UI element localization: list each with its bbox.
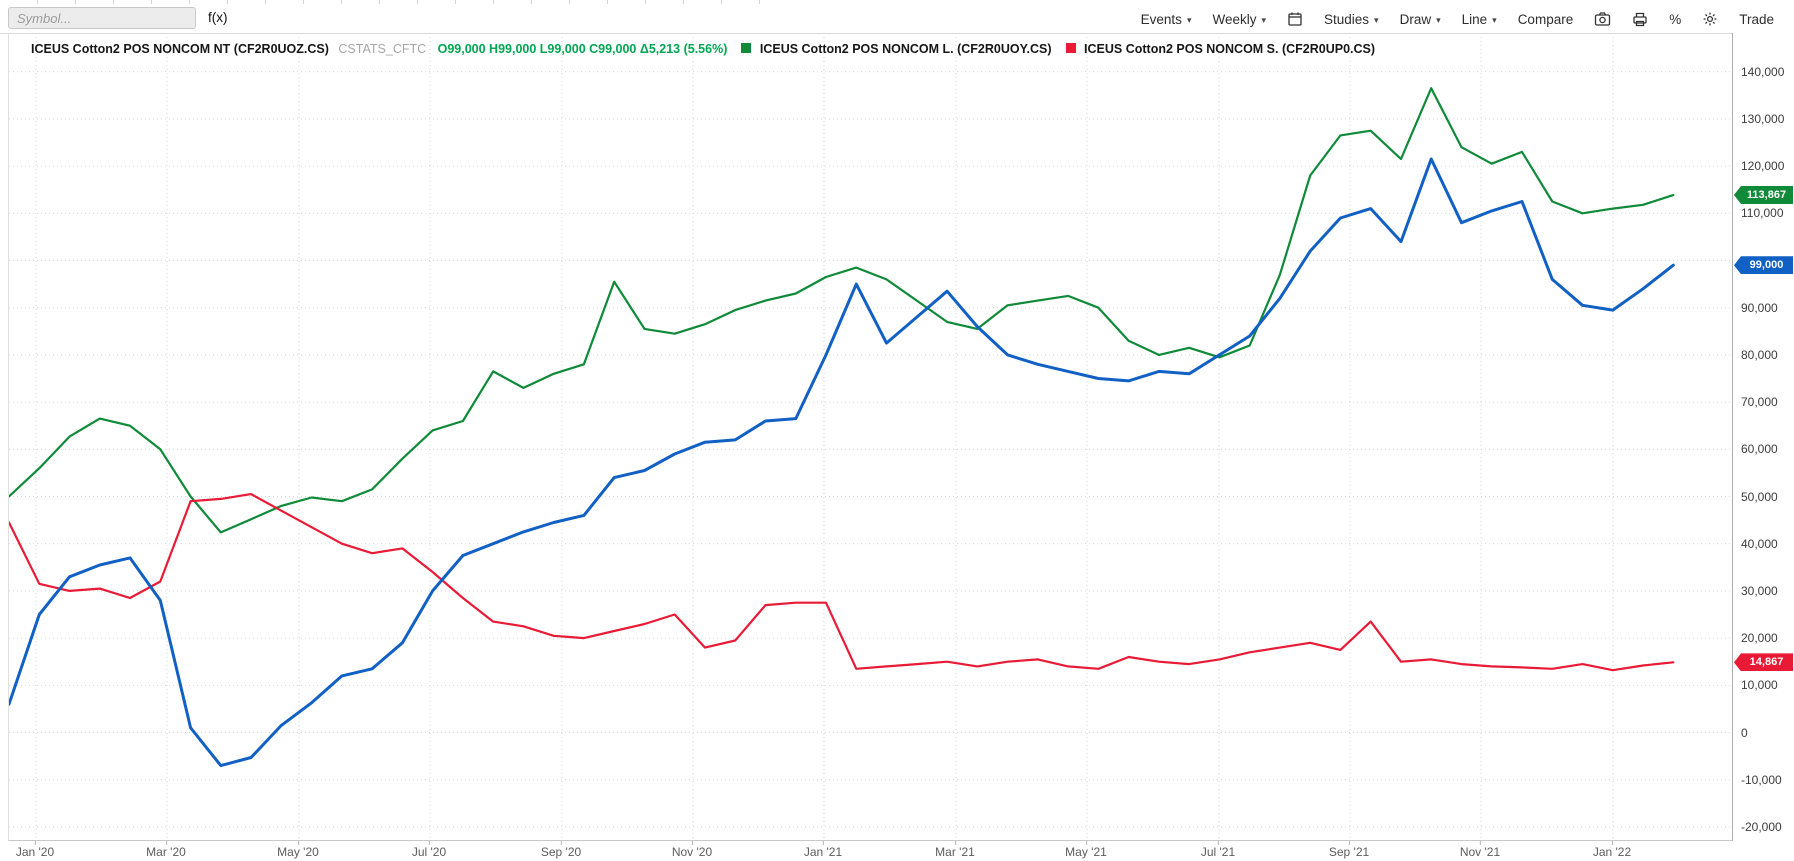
time-axis-label: Mar '21 [935,841,975,859]
time-axis[interactable]: Jan '20 Mar '20 May '20 Jul '20 Sep '20 Nov '… [0,841,1732,861]
chevron-down-icon: ▾ [1261,14,1267,25]
price-axis-label: -10,000 [1741,772,1782,787]
legend-long-name: ICEUS Cotton2 POS NONCOM L. (CF2R0UOY.CS… [759,42,1052,56]
trade-label: Trade [1739,11,1774,27]
time-axis-label: Jan '22 [1592,841,1632,859]
price-axis-label: 120,000 [1741,159,1785,174]
legend-item-net[interactable]: ICEUS Cotton2 POS NONCOM NT (CF2R0UOZ.CS… [31,42,727,56]
price-axis-label: 80,000 [1741,347,1778,362]
gear-icon [1702,11,1718,27]
print-button[interactable] [1632,11,1648,27]
chevron-down-icon: ▾ [1492,14,1497,25]
events-label: Events [1140,11,1182,27]
calendar-button[interactable] [1287,11,1303,27]
legend-net-source: CSTATS_CFTC [338,42,427,56]
settings-button[interactable] [1702,11,1718,27]
time-axis-label: May '20 [277,841,319,859]
line-style-label: Line [1461,11,1488,27]
long-series-swatch [741,43,752,53]
chart-plot [9,33,1733,841]
time-axis-label: Jul '20 [411,841,447,859]
time-axis-label: Sep '20 [540,841,582,859]
price-axis-label: 40,000 [1741,536,1778,551]
studies-label: Studies [1324,11,1370,27]
compare-label: Compare [1517,11,1574,27]
percent-label: % [1669,11,1682,27]
price-tag-short: 14,867 [1734,653,1793,672]
draw-label: Draw [1399,11,1432,27]
legend-net-ohlc: O99,000 H99,000 L99,000 C99,000 Δ5,213 (… [437,42,728,56]
interval-label: Weekly [1212,11,1257,27]
price-axis-label: 20,000 [1741,631,1778,646]
price-axis-label: 60,000 [1741,442,1778,457]
chevron-down-icon: ▾ [1186,14,1192,25]
legend-item-short[interactable]: ICEUS Cotton2 POS NONCOM S. (CF2R0UP0.CS… [1052,42,1375,56]
time-axis-label: Jan '20 [15,841,55,859]
series-line-long[interactable] [9,87,1675,534]
price-axis-label: -20,000 [1741,819,1782,834]
price-axis-label: 30,000 [1741,583,1778,598]
symbol-input[interactable] [8,7,196,29]
time-axis-label: May '21 [1065,841,1107,859]
interval-dropdown[interactable]: Weekly ▾ [1212,12,1266,27]
series-line-net[interactable] [9,157,1675,768]
legend-net-name: ICEUS Cotton2 POS NONCOM NT (CF2R0UOZ.CS… [31,42,329,56]
chevron-down-icon: ▾ [1436,14,1441,25]
series-line-short[interactable] [9,493,1675,672]
events-dropdown[interactable]: Events ▾ [1141,12,1192,27]
window-top-edge [0,0,780,4]
time-axis-label: Mar '20 [146,841,186,859]
price-axis-label: 140,000 [1741,64,1785,79]
price-axis-label: 90,000 [1741,300,1778,315]
price-axis-label: 10,000 [1741,678,1778,693]
trade-button[interactable]: Trade [1739,12,1774,27]
fx-button[interactable]: f(x) [208,7,228,29]
price-tag-long: 113,867 [1734,186,1793,205]
price-axis-label: 50,000 [1741,489,1778,504]
studies-dropdown[interactable]: Studies ▾ [1324,12,1379,27]
price-axis-label: 110,000 [1741,206,1784,221]
time-axis-label: Nov '20 [671,841,713,859]
chart-canvas[interactable]: ICEUS Cotton2 POS NONCOM NT (CF2R0UOZ.CS… [8,33,1733,841]
short-series-swatch [1065,43,1076,53]
legend-short-name: ICEUS Cotton2 POS NONCOM S. (CF2R0UP0.CS… [1084,42,1376,56]
price-axis[interactable]: 140,000130,000120,000110,000100,00090,00… [1732,33,1794,841]
time-axis-label: Sep '21 [1328,841,1370,859]
price-tag-net: 99,000 [1734,256,1793,275]
toolbar: f(x) Events ▾ Weekly ▾ Studies [0,4,1794,34]
draw-dropdown[interactable]: Draw ▾ [1400,12,1441,27]
price-axis-label: 130,000 [1741,111,1785,126]
price-axis-label: 0 [1741,725,1748,740]
time-axis-label: Jul '21 [1200,841,1236,859]
toolbar-right-group: Events ▾ Weekly ▾ Studies ▾ Dr [1141,4,1774,34]
compare-button[interactable]: Compare [1518,12,1574,27]
percent-scale-button[interactable]: % [1669,12,1681,27]
chevron-down-icon: ▾ [1374,14,1379,25]
time-axis-label: Jan '21 [803,841,843,859]
printer-icon [1632,11,1648,27]
camera-icon [1594,11,1611,27]
time-axis-label: Nov '21 [1459,841,1501,859]
snapshot-button[interactable] [1594,11,1611,27]
price-axis-label: 70,000 [1741,395,1778,410]
chart-legend: ICEUS Cotton2 POS NONCOM NT (CF2R0UOZ.CS… [31,41,1375,57]
calendar-icon [1287,11,1303,27]
legend-item-long[interactable]: ICEUS Cotton2 POS NONCOM L. (CF2R0UOY.CS… [727,42,1052,56]
line-style-dropdown[interactable]: Line ▾ [1462,12,1497,27]
